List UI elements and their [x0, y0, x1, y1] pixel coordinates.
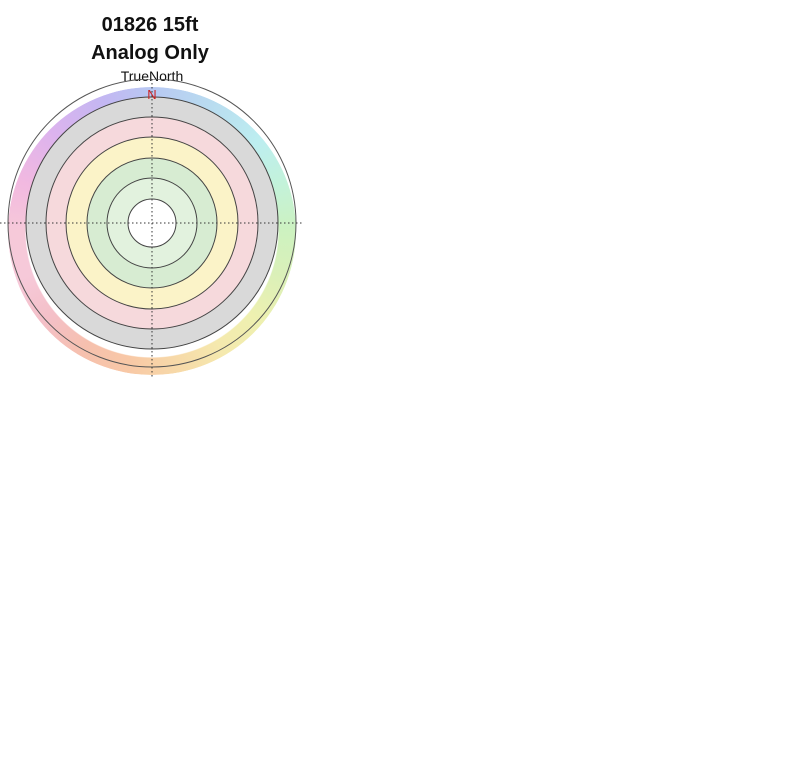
svg-text:N: N: [147, 87, 156, 102]
